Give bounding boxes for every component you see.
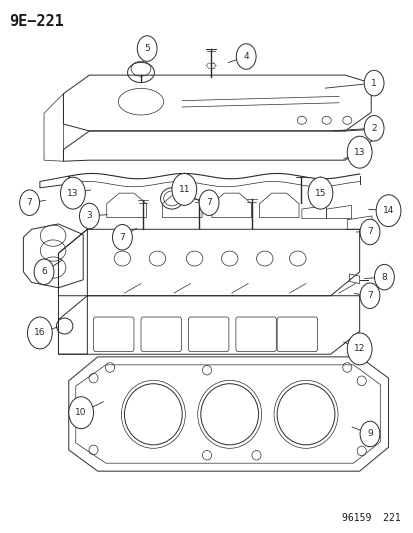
Circle shape [34, 259, 54, 285]
Text: 9: 9 [366, 430, 372, 439]
Circle shape [347, 136, 371, 168]
Text: 16: 16 [34, 328, 45, 337]
Circle shape [27, 317, 52, 349]
Circle shape [20, 190, 39, 215]
Text: 9E−221: 9E−221 [9, 14, 64, 29]
Text: 13: 13 [67, 189, 78, 198]
Text: 4: 4 [243, 52, 248, 61]
Text: 3: 3 [86, 212, 92, 221]
Text: 14: 14 [382, 206, 393, 215]
Text: 1: 1 [370, 78, 376, 87]
Circle shape [171, 173, 196, 205]
Text: 7: 7 [366, 228, 372, 237]
Circle shape [79, 203, 99, 229]
Text: 2: 2 [370, 124, 376, 133]
Circle shape [69, 397, 93, 429]
Circle shape [359, 421, 379, 447]
Text: 11: 11 [178, 185, 190, 194]
Text: 13: 13 [353, 148, 365, 157]
Text: 5: 5 [144, 44, 150, 53]
Circle shape [137, 36, 157, 61]
Text: 7: 7 [119, 233, 125, 242]
Text: 10: 10 [75, 408, 87, 417]
Circle shape [236, 44, 256, 69]
Circle shape [60, 177, 85, 209]
Text: 15: 15 [314, 189, 325, 198]
Text: 96159  221: 96159 221 [342, 513, 400, 523]
Text: 6: 6 [41, 268, 47, 276]
Circle shape [347, 333, 371, 365]
Circle shape [359, 283, 379, 309]
Circle shape [363, 70, 383, 96]
Circle shape [112, 224, 132, 250]
Circle shape [374, 264, 393, 290]
Circle shape [359, 219, 379, 245]
Circle shape [307, 177, 332, 209]
Text: 7: 7 [26, 198, 32, 207]
Text: 12: 12 [353, 344, 364, 353]
Text: 7: 7 [366, 291, 372, 300]
Circle shape [363, 116, 383, 141]
Text: 7: 7 [206, 198, 211, 207]
Circle shape [199, 190, 218, 215]
Text: 8: 8 [381, 273, 387, 281]
Circle shape [375, 195, 400, 227]
